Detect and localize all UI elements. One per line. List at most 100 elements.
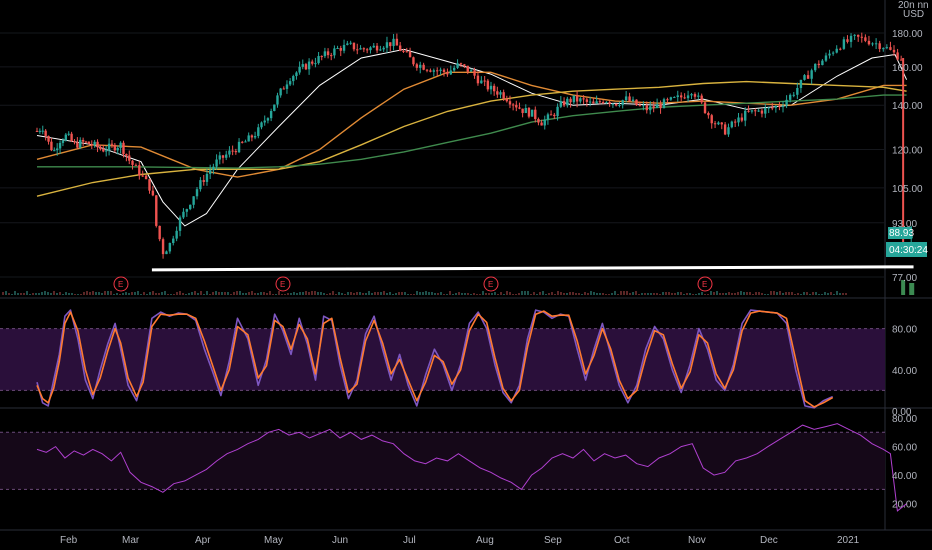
candle-body[interactable]	[631, 99, 635, 102]
candle-body[interactable]	[231, 150, 234, 152]
candle-body[interactable]	[693, 94, 697, 97]
candle-body[interactable]	[342, 44, 346, 51]
candle-body[interactable]	[379, 49, 382, 51]
candle-body[interactable]	[750, 110, 754, 112]
candle-body[interactable]	[41, 130, 44, 132]
candle-body[interactable]	[87, 141, 91, 145]
candle-body[interactable]	[99, 147, 102, 150]
candle-body[interactable]	[369, 47, 372, 51]
candle-body[interactable]	[260, 122, 263, 128]
candle-body[interactable]	[666, 99, 669, 101]
candle-body[interactable]	[70, 133, 73, 142]
candle-body[interactable]	[799, 79, 803, 88]
candle-body[interactable]	[821, 60, 824, 66]
candle-body[interactable]	[151, 190, 155, 196]
candle-body[interactable]	[158, 225, 161, 240]
candle-body[interactable]	[375, 45, 379, 51]
candle-body[interactable]	[652, 106, 655, 109]
candle-body[interactable]	[878, 43, 881, 49]
candlestick-series[interactable]	[35, 32, 913, 259]
candle-body[interactable]	[703, 102, 707, 114]
candle-body[interactable]	[419, 64, 422, 68]
candle-body[interactable]	[429, 70, 432, 72]
candle-body[interactable]	[182, 211, 185, 218]
candle-body[interactable]	[582, 98, 585, 100]
candle-body[interactable]	[228, 150, 231, 155]
candle-body[interactable]	[269, 110, 273, 119]
candle-body[interactable]	[764, 108, 767, 114]
candle-body[interactable]	[247, 135, 250, 142]
candle-body[interactable]	[301, 64, 304, 67]
candle-body[interactable]	[208, 170, 212, 174]
candle-body[interactable]	[311, 61, 314, 64]
candle-body[interactable]	[569, 98, 572, 103]
candle-body[interactable]	[842, 39, 846, 49]
candle-body[interactable]	[669, 97, 673, 100]
candle-body[interactable]	[276, 95, 279, 105]
candle-body[interactable]	[499, 92, 502, 95]
candle-body[interactable]	[483, 80, 486, 82]
candle-body[interactable]	[502, 92, 505, 99]
candle-body[interactable]	[449, 70, 452, 75]
candle-body[interactable]	[237, 141, 241, 153]
candle-body[interactable]	[125, 154, 128, 156]
candle-body[interactable]	[81, 139, 85, 142]
candle-body[interactable]	[385, 42, 389, 48]
candle-body[interactable]	[601, 102, 605, 104]
candle-body[interactable]	[796, 87, 799, 95]
candle-body[interactable]	[38, 130, 42, 132]
candle-body[interactable]	[744, 110, 747, 121]
candle-body[interactable]	[874, 43, 878, 45]
candle-body[interactable]	[839, 48, 842, 50]
candle-body[interactable]	[710, 115, 713, 124]
candle-body[interactable]	[723, 124, 727, 135]
candle-body[interactable]	[295, 72, 298, 77]
candle-body[interactable]	[212, 166, 215, 171]
candle-body[interactable]	[47, 135, 50, 142]
candle-body[interactable]	[480, 80, 483, 84]
candle-body[interactable]	[556, 106, 559, 117]
candle-body[interactable]	[889, 47, 892, 50]
candle-body[interactable]	[104, 150, 108, 152]
candle-body[interactable]	[389, 42, 392, 47]
candle-body[interactable]	[673, 97, 676, 99]
candle-body[interactable]	[349, 42, 352, 44]
candle-body[interactable]	[655, 104, 659, 109]
candle-body[interactable]	[67, 133, 70, 135]
candle-body[interactable]	[107, 143, 111, 151]
candle-body[interactable]	[356, 49, 359, 51]
candle-body[interactable]	[144, 175, 148, 180]
candle-body[interactable]	[76, 142, 79, 148]
candle-body[interactable]	[534, 109, 537, 119]
candle-body[interactable]	[645, 105, 648, 111]
candle-body[interactable]	[96, 141, 99, 148]
candle-body[interactable]	[323, 51, 327, 57]
candle-body[interactable]	[134, 164, 138, 166]
candle-body[interactable]	[828, 53, 831, 56]
candle-body[interactable]	[635, 99, 638, 106]
candle-body[interactable]	[148, 179, 151, 191]
candle-body[interactable]	[562, 101, 566, 106]
candle-body[interactable]	[853, 34, 856, 36]
candle-body[interactable]	[395, 38, 399, 46]
candle-body[interactable]	[161, 239, 165, 255]
candle-body[interactable]	[55, 148, 59, 151]
candle-body[interactable]	[585, 99, 589, 102]
candle-body[interactable]	[760, 110, 764, 114]
earnings-marker-ring[interactable]	[113, 276, 129, 292]
candle-body[interactable]	[788, 94, 792, 100]
candle-body[interactable]	[659, 104, 662, 109]
candle-body[interactable]	[336, 48, 339, 50]
candle-body[interactable]	[572, 95, 576, 103]
earnings-marker-ring[interactable]	[697, 276, 713, 292]
candle-body[interactable]	[608, 102, 611, 104]
candle-body[interactable]	[439, 69, 442, 71]
candle-body[interactable]	[168, 243, 172, 252]
candle-body[interactable]	[53, 150, 56, 152]
candle-body[interactable]	[605, 102, 608, 104]
candle-body[interactable]	[846, 39, 849, 42]
earnings-marker-label[interactable]: E	[118, 280, 123, 289]
candle-body[interactable]	[339, 48, 342, 51]
candle-body[interactable]	[566, 98, 569, 106]
candle-body[interactable]	[727, 127, 730, 135]
